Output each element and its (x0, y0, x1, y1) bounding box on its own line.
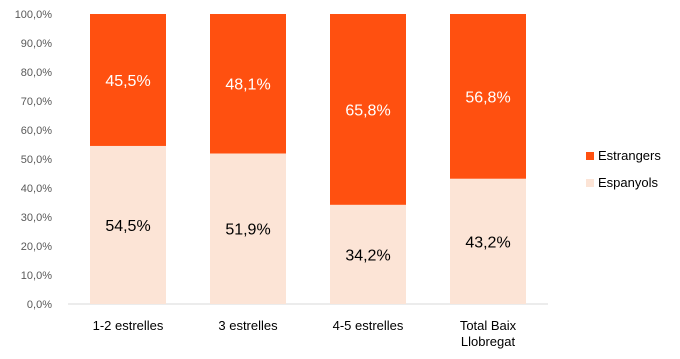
x-tick-label: 4-5 estrelles (333, 318, 404, 333)
x-tick-label: 3 estrelles (218, 318, 278, 333)
legend-swatch-espanyols (586, 179, 594, 187)
y-tick-label: 80,0% (21, 67, 52, 79)
y-tick-label: 30,0% (21, 212, 52, 224)
y-tick-label: 100,0% (15, 9, 53, 21)
data-label-espanyols: 43,2% (465, 234, 510, 251)
y-tick-label: 50,0% (21, 154, 52, 166)
legend-swatch-estrangers (586, 152, 594, 160)
bar-espanyols (450, 178, 526, 304)
data-label-estrangers: 48,1% (225, 77, 270, 94)
bar-espanyols (210, 153, 286, 304)
y-tick-label: 10,0% (21, 270, 52, 282)
y-tick-label: 60,0% (21, 125, 52, 137)
legend-label-estrangers: Estrangers (598, 148, 661, 163)
x-tick-label: Total Baix (460, 318, 517, 333)
y-tick-label: 40,0% (21, 183, 52, 195)
bar-estrangers (330, 14, 406, 205)
data-label-estrangers: 45,5% (105, 73, 150, 90)
bar-estrangers (90, 14, 166, 146)
data-label-estrangers: 56,8% (465, 89, 510, 106)
bar-estrangers (210, 14, 286, 154)
data-label-espanyols: 54,5% (105, 218, 150, 235)
data-label-espanyols: 51,9% (225, 222, 270, 239)
x-tick-label: Llobregat (461, 334, 516, 349)
data-label-espanyols: 34,2% (345, 247, 390, 264)
bar-estrangers (450, 14, 526, 179)
y-tick-label: 90,0% (21, 38, 52, 50)
bar-espanyols (90, 145, 166, 304)
x-tick-label: 1-2 estrelles (93, 318, 164, 333)
y-tick-label: 0,0% (27, 299, 52, 311)
legend-label-espanyols: Espanyols (598, 175, 658, 190)
data-label-estrangers: 65,8% (345, 102, 390, 119)
bar-espanyols (330, 204, 406, 304)
y-tick-label: 20,0% (21, 241, 52, 253)
y-tick-label: 70,0% (21, 96, 52, 108)
